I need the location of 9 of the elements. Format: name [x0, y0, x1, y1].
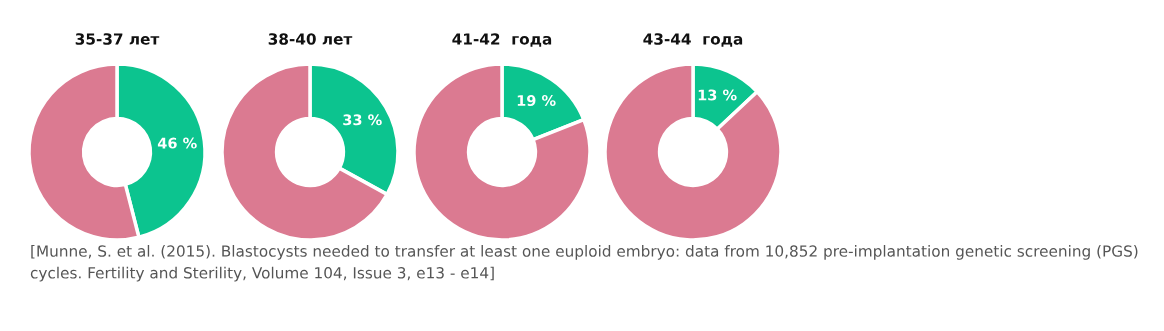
- chart-title: 38-40 лет: [268, 33, 353, 45]
- text: [Munne, S. et al. (2015). Blastocysts needed to transfer at least one euploid embryo: data from 10,852 pre-implantation genetic screening (PGS) cycles. Fertility and Sterility, Volume 104, Issue 3, e13 - e14]: [30, 245, 1138, 282]
- data-label: 33 %: [343, 114, 382, 126]
- chart-title: 43-44 года: [643, 33, 743, 47]
- data-label: 46 %: [157, 137, 197, 149]
- data-label: 13 %: [698, 89, 737, 101]
- data-label: 19 %: [517, 94, 556, 107]
- chart-title: 41-42 года: [452, 33, 552, 47]
- chart-title: 35-37 лет: [75, 33, 160, 45]
